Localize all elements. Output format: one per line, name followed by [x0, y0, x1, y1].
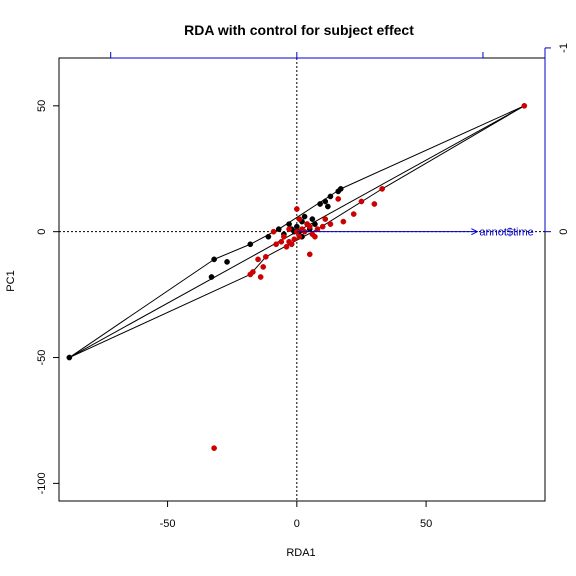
x-tick-label: 0: [294, 518, 300, 530]
data-point: [281, 233, 287, 240]
right-tick-label: 0: [558, 229, 570, 235]
top-secondary-axis: [110, 52, 484, 59]
arrow-head: [471, 228, 479, 236]
data-point: [379, 186, 385, 192]
data-point: [299, 226, 305, 233]
data-point: [322, 198, 329, 205]
data-point: [293, 223, 300, 230]
data-point: [335, 196, 342, 202]
x-tick-label: -50: [160, 518, 176, 530]
data-points: [66, 102, 528, 451]
hull-segment: [381, 105, 525, 190]
hull-segment: [213, 243, 251, 260]
data-point: [296, 233, 303, 240]
data-point: [340, 218, 347, 225]
data-point: [275, 226, 282, 233]
data-point: [257, 274, 264, 280]
data-point: [286, 238, 292, 245]
hull-segment: [340, 105, 525, 190]
data-point: [358, 198, 365, 205]
data-point: [319, 223, 326, 230]
biplot-arrow: annot$time: [296, 227, 534, 239]
y-axis-label: PC1: [5, 270, 17, 291]
data-point: [306, 251, 313, 258]
data-point: [283, 243, 290, 250]
data-point: [301, 213, 308, 220]
x-tick-label: 50: [420, 518, 432, 530]
y-tick-label: -100: [36, 472, 48, 494]
hull-segment: [69, 274, 251, 358]
data-point: [247, 241, 254, 248]
data-point: [224, 259, 230, 265]
data-point: [291, 236, 298, 243]
data-point: [296, 216, 303, 222]
arrow-label: annot$time: [479, 227, 533, 239]
data-point: [265, 233, 272, 240]
y-tick-label: 50: [36, 100, 48, 112]
plot-frame: [58, 57, 546, 502]
x-axis: -50 0 50: [160, 500, 432, 530]
data-point: [312, 233, 318, 240]
data-point: [250, 269, 256, 275]
data-point: [270, 228, 277, 235]
y-tick-label: 0: [36, 229, 48, 235]
data-point: [262, 253, 269, 260]
data-point: [211, 445, 217, 451]
data-point: [273, 241, 279, 248]
y-tick-label: -50: [36, 350, 48, 366]
right-tick-label: -1: [558, 43, 570, 53]
data-point: [521, 102, 528, 109]
data-point: [317, 201, 323, 207]
data-point: [286, 226, 292, 233]
data-point: [325, 203, 331, 210]
data-point: [312, 221, 318, 227]
data-point: [371, 201, 378, 207]
y-axis: 50 0 -50 -100: [36, 100, 59, 494]
data-point: [278, 238, 285, 245]
data-point: [255, 256, 261, 263]
data-point: [327, 193, 334, 200]
chart-title: RDA with control for subject effect: [184, 22, 414, 38]
right-secondary-axis: 0 -1: [544, 43, 570, 235]
data-point: [260, 264, 267, 270]
x-axis-label: RDA1: [286, 547, 315, 559]
data-point: [314, 226, 321, 233]
data-point: [337, 186, 344, 192]
data-point: [208, 274, 215, 280]
data-point: [286, 221, 292, 227]
data-point: [309, 216, 316, 222]
data-point: [211, 256, 217, 263]
data-point: [350, 211, 357, 217]
data-point: [327, 221, 334, 227]
data-point: [322, 216, 329, 222]
data-point: [293, 206, 300, 212]
data-point: [66, 354, 73, 361]
data-point: [304, 221, 311, 227]
reference-lines: [59, 58, 545, 501]
hull-segment: [69, 258, 215, 358]
